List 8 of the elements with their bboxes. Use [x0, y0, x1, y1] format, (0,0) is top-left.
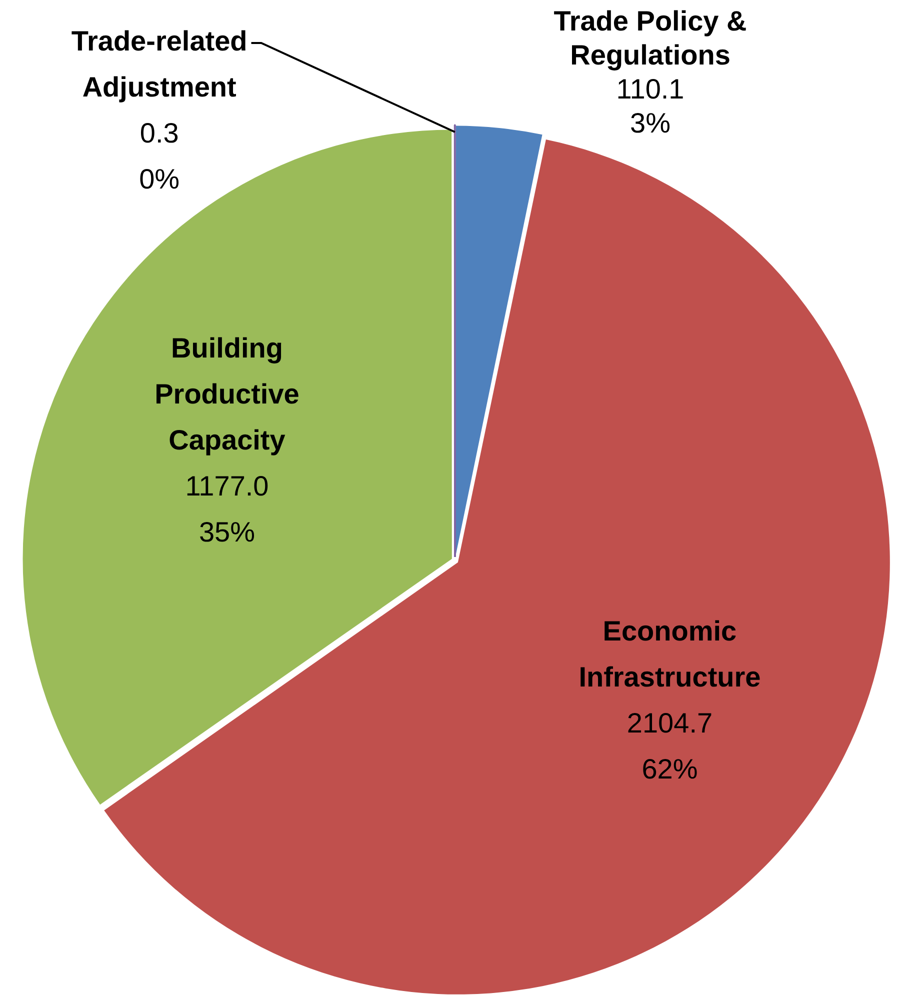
slice-label: Building Productive Capacity [154, 332, 300, 456]
data-label: 1177.0 35% [185, 470, 269, 548]
data-label: 110.1 3% [616, 74, 684, 139]
slice-label: Trade Policy & Regulations [554, 6, 747, 71]
slice-label: Economic Infrastructure [578, 616, 761, 693]
data-label: 2104.7 62% [626, 708, 713, 785]
data-label: 0.3 0% [139, 118, 180, 195]
slice-label: Trade-related Adjustment [71, 26, 248, 103]
